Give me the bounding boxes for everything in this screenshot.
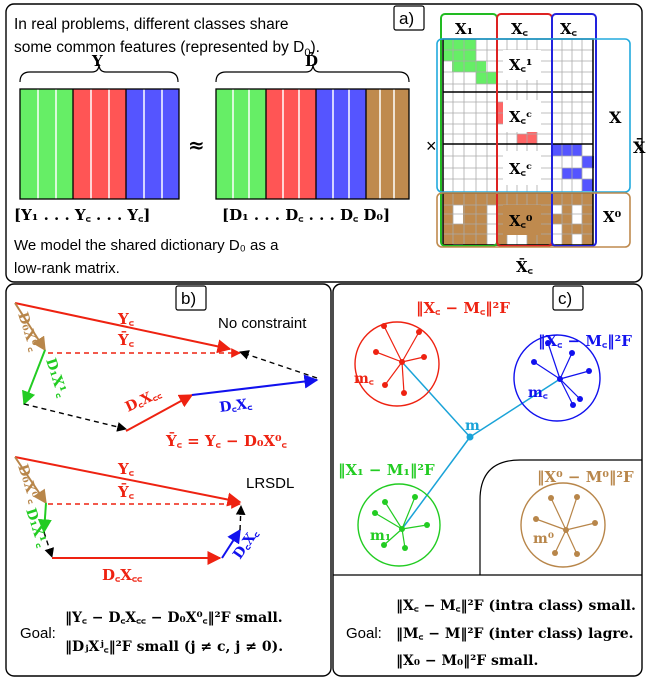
norm-c: ‖X꜀ − M꜀‖²F <box>416 299 510 317</box>
label-m: m <box>465 418 480 434</box>
shared-line-1: We model the shared dictionary D₀ as a <box>14 237 279 254</box>
norm-1: ‖X₁ − M₁‖²F <box>338 461 435 479</box>
goal-b-line-1: ‖Y꜀ − D꜀X꜀꜀ − D₀X⁰꜀‖²F small. <box>65 610 283 626</box>
y-sequence: [Y₁ . . . Y꜀ . . . Y꜀] <box>14 206 150 224</box>
panel-a-border <box>5 3 643 283</box>
cluster-c <box>354 321 440 407</box>
label-xbar: X̄ <box>633 137 646 157</box>
label-d0x0-top: D₀X⁰꜀ <box>14 310 42 353</box>
goal-c-line-1: ‖X꜀ − M꜀‖²F (intra class) small. <box>396 598 636 614</box>
label-m0: m⁰ <box>533 531 554 547</box>
intro-line-2: some common features (represented by D0)… <box>14 39 320 59</box>
shared-region-boundary <box>479 459 642 575</box>
col-label-x1: X₁ <box>455 20 473 38</box>
brace-y <box>19 63 179 83</box>
label-dCxC-top: D꜀X꜀ <box>219 396 254 416</box>
label-ybar-c-bottom: Ȳ꜀ <box>117 482 134 501</box>
x0-row-box <box>436 192 631 248</box>
label-dcxc-top: D꜀X꜀꜀ <box>123 385 164 415</box>
label-m1: m₁ <box>370 528 391 544</box>
label-x0: X⁰ <box>603 208 622 226</box>
label-d0x0-bottom: D₀X⁰꜀ <box>14 462 42 505</box>
col-label-xc: X꜀ <box>511 20 528 38</box>
shared-line-2: low-rank matrix. <box>14 260 120 277</box>
cluster-1 <box>357 483 441 567</box>
goal-label-b: Goal: <box>20 625 56 642</box>
norm-C: ‖X꜀ − M꜀‖²F <box>538 332 632 350</box>
block-xc1: X꜀¹ <box>509 56 532 74</box>
label-dcxc-bottom: D꜀X꜀꜀ <box>102 566 142 584</box>
label-x: X <box>609 108 622 127</box>
block-xc0: X꜀⁰ <box>509 212 533 230</box>
label-no-constraint: No constraint <box>218 315 307 332</box>
label-yc-top: Y꜀ <box>117 310 134 328</box>
y-matrix <box>19 88 180 200</box>
goal-b-line-2: ‖DⱼXʲ꜀‖²F small (j ≠ c, j ≠ 0). <box>65 639 283 655</box>
xC-column-box <box>551 13 597 247</box>
label-ybar-c-top: Ȳ꜀ <box>117 330 134 349</box>
block-xcc: X꜀ᶜ <box>509 108 532 126</box>
panel-b-tag: b) <box>181 289 196 308</box>
times-symbol: × <box>426 136 437 156</box>
vector-diagram-top <box>14 302 319 432</box>
panel-c-tag: c) <box>558 289 572 308</box>
d-matrix <box>215 88 410 200</box>
label-lrsdl: LRSDL <box>246 475 294 492</box>
cluster-C <box>513 334 601 422</box>
goal-label-c: Goal: <box>346 625 382 642</box>
col-label-xC: X꜀ <box>560 20 577 38</box>
block-xcC: X꜀ᶜ <box>509 160 532 178</box>
label-mC: m꜀ <box>528 385 548 401</box>
approx-symbol: ≈ <box>188 133 205 157</box>
label-mc: m꜀ <box>354 371 374 387</box>
label-dbar: D̄ <box>305 51 318 70</box>
intro-line-1: In real problems, different classes shar… <box>14 16 289 33</box>
brace-dbar <box>215 63 410 83</box>
label-d1x1-top: D₁X¹꜀ <box>42 356 70 399</box>
label-y: Y <box>91 52 103 70</box>
goal-c-line-3: ‖X₀ − M₀‖²F small. <box>396 653 538 669</box>
equation-ybar: Ȳ꜀ = Y꜀ − D₀X⁰꜀ <box>165 431 287 450</box>
d-sequence: [D₁ . . . D꜀ . . . D꜀ D₀] <box>222 206 390 224</box>
panel-a-tag-box <box>393 5 425 31</box>
label-yc-bottom: Y꜀ <box>117 460 134 478</box>
norm-0: ‖X⁰ − M⁰‖²F <box>537 468 634 486</box>
label-dCxC-bottom: D꜀X꜀ <box>230 526 262 562</box>
vector-diagram-bottom <box>14 456 246 565</box>
panel-b-border <box>5 283 332 677</box>
goal-c-line-2: ‖M꜀ − M‖²F (inter class) lagre. <box>396 626 634 642</box>
panel-b-tag-box <box>175 285 207 311</box>
global-mean-point <box>466 433 474 441</box>
panel-c-tag-box <box>552 285 584 311</box>
cluster-0 <box>520 482 606 568</box>
panel-c-border <box>332 283 643 677</box>
center-connections <box>401 361 561 530</box>
x-coefficient-grid <box>442 38 594 246</box>
label-xbar-c: X̄꜀ <box>516 257 533 276</box>
x-row-box <box>436 38 631 193</box>
panel-a-tag: a) <box>399 9 414 28</box>
